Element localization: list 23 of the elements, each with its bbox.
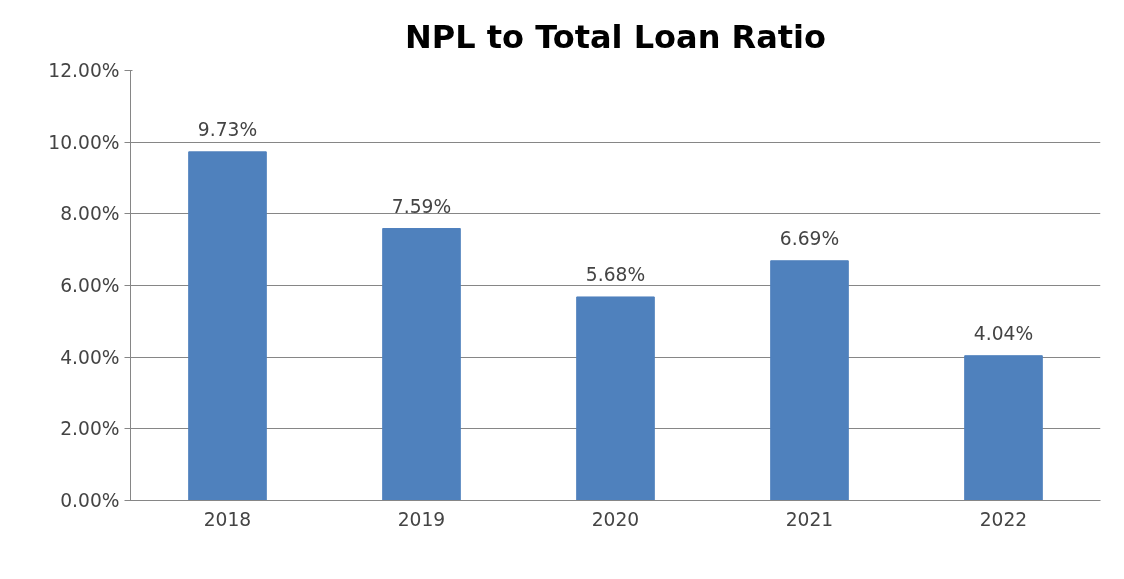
data-label: 9.73% (197, 118, 258, 140)
x-tick-label: 2019 (397, 508, 446, 530)
bar (770, 260, 849, 501)
bar (576, 296, 655, 501)
y-tick-label: 4.00% (60, 346, 120, 368)
y-tick-label: 12.00% (48, 60, 120, 81)
x-tick-label: 2018 (203, 508, 252, 530)
data-label: 7.59% (391, 195, 452, 217)
bar (188, 151, 267, 501)
bar (382, 228, 461, 501)
y-tick-label: 10.00% (48, 131, 120, 153)
y-tick-label: 6.00% (60, 275, 120, 296)
data-label: 6.69% (779, 227, 840, 249)
y-tick-label: 2.00% (60, 418, 120, 440)
x-tick-label: 2022 (979, 508, 1028, 530)
bar (964, 355, 1043, 501)
y-tick-label: 0.00% (60, 490, 120, 511)
x-tick-label: 2020 (591, 508, 640, 530)
y-tick-label: 8.00% (60, 203, 120, 225)
x-tick-label: 2021 (785, 508, 834, 530)
chart-title: NPL to Total Loan Ratio (404, 17, 827, 56)
data-label: 4.04% (973, 322, 1034, 344)
data-label: 5.68% (585, 263, 646, 285)
